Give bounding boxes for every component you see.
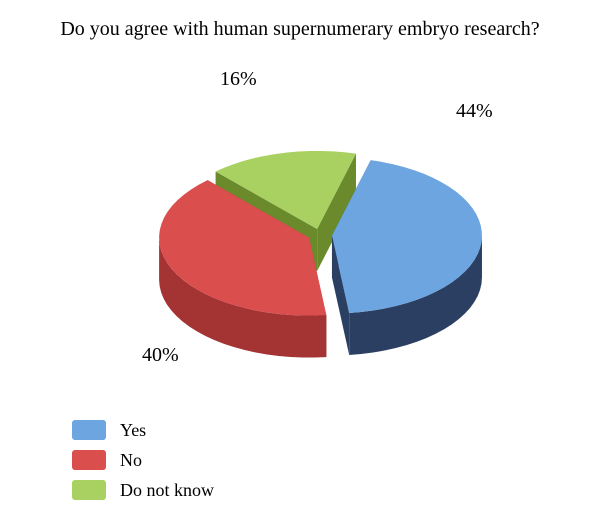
chart-title: Do you agree with human supernumerary em… <box>0 18 600 41</box>
legend-item-yes: Yes <box>72 418 214 442</box>
slice-label-dnk: 16% <box>220 68 257 91</box>
legend: Yes No Do not know <box>72 418 214 508</box>
slice-label-yes: 44% <box>456 100 493 123</box>
legend-swatch-yes <box>72 420 106 440</box>
legend-swatch-dnk <box>72 480 106 500</box>
pie-area: 44% 40% 16% <box>60 60 540 400</box>
legend-swatch-no <box>72 450 106 470</box>
pie-chart-container: Do you agree with human supernumerary em… <box>0 0 600 522</box>
slice-label-no: 40% <box>142 344 179 367</box>
legend-label-dnk: Do not know <box>120 480 214 501</box>
legend-label-no: No <box>120 450 142 471</box>
legend-label-yes: Yes <box>120 420 146 441</box>
legend-item-dnk: Do not know <box>72 478 214 502</box>
legend-item-no: No <box>72 448 214 472</box>
